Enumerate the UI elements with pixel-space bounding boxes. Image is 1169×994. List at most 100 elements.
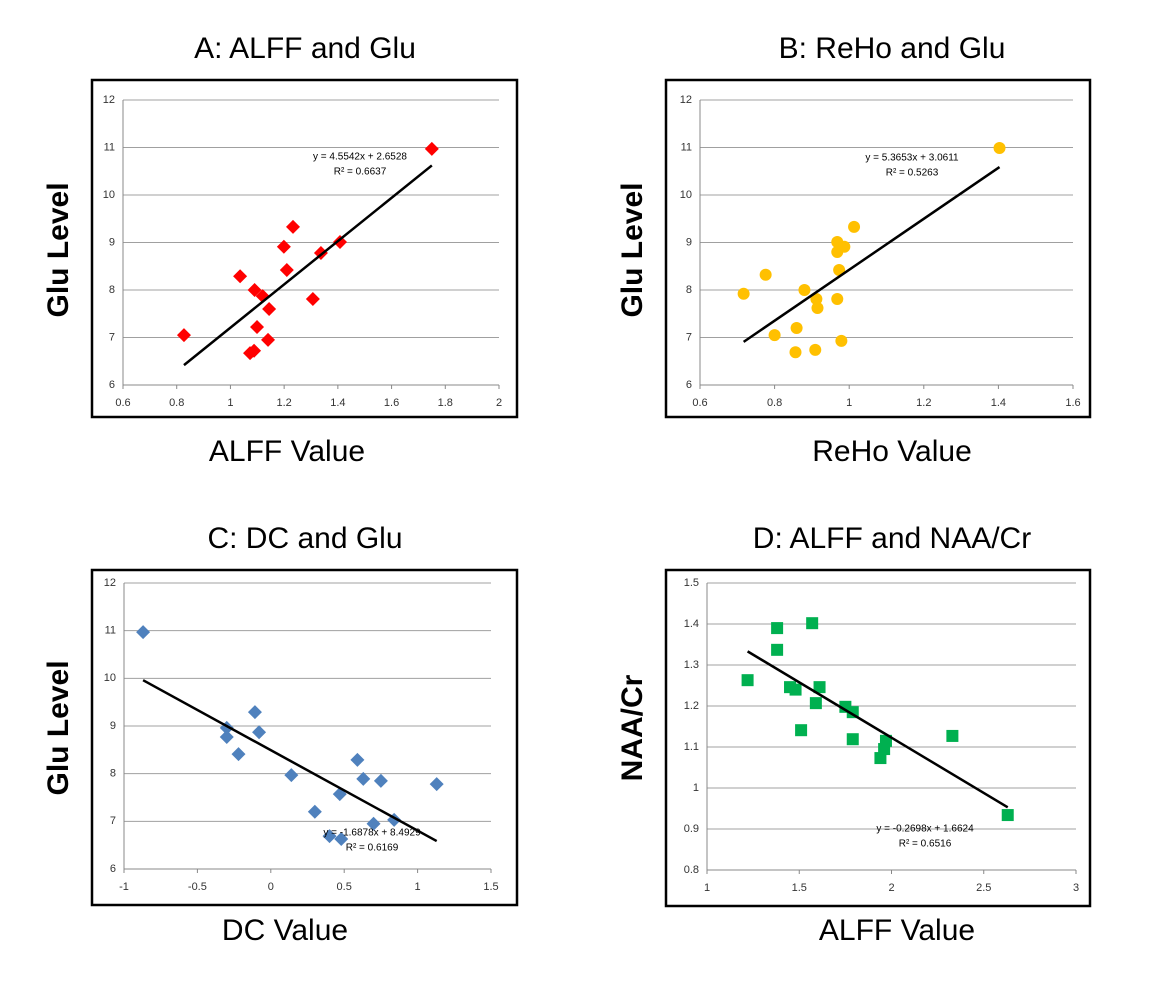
panel: D: ALFF and NAA/Cr NAA/Cr ALFF Value 0.8 0.9…: [616, 522, 1092, 947]
x-tick-label: 1.2: [276, 397, 291, 409]
y-tick-label: 10: [103, 189, 115, 201]
point: [789, 346, 802, 359]
x-tick-label: 0.6: [115, 397, 130, 409]
x-tick-label: 2.5: [976, 882, 991, 894]
point: [848, 220, 861, 233]
x-tick-label: 1: [227, 397, 233, 409]
x-tick-label: 1.5: [483, 881, 498, 893]
y-axis-label: Glu Level: [616, 182, 649, 317]
point: [878, 743, 891, 756]
trendline-r-squared: R² = 0.5263: [886, 168, 939, 179]
trendline: [746, 650, 1009, 809]
y-tick-label: 1.1: [684, 741, 699, 753]
trendline-equation: y = -0.2698x + 1.6624: [876, 824, 974, 835]
y-tick-label: 12: [104, 577, 116, 589]
point: [831, 293, 844, 306]
point: [247, 705, 262, 720]
trendline-r-squared: R² = 0.6637: [334, 167, 387, 178]
point: [874, 752, 887, 765]
point: [276, 239, 291, 254]
point: [307, 804, 322, 819]
x-axis-label: ReHo Value: [812, 435, 972, 468]
point: [356, 771, 371, 786]
x-tick-label: 0.8: [767, 397, 782, 409]
point: [737, 287, 750, 300]
point: [1001, 809, 1014, 822]
y-tick-label: 7: [686, 331, 692, 343]
x-tick-label: -0.5: [188, 881, 207, 893]
x-tick-label: 0: [268, 881, 274, 893]
y-tick-label: 11: [105, 625, 116, 637]
panel: B: ReHo and Glu Glu Level ReHo Value 6 7 8 9 10…: [616, 32, 1092, 468]
point: [305, 292, 320, 307]
point: [798, 284, 811, 296]
trendline-r-squared: R² = 0.6169: [346, 843, 399, 854]
x-tick-label: 0.5: [337, 881, 352, 893]
x-axis-label: ALFF Value: [209, 435, 365, 468]
y-tick-label: 6: [686, 379, 692, 391]
point: [813, 681, 826, 694]
y-tick-label: 6: [109, 379, 115, 391]
point: [833, 264, 846, 277]
point: [795, 724, 808, 737]
y-axis-label: Glu Level: [42, 660, 75, 795]
point: [219, 729, 234, 744]
x-tick-label: 2: [888, 882, 894, 894]
point: [373, 773, 388, 788]
y-tick-label: 8: [109, 284, 115, 296]
x-tick-label: 0.6: [692, 397, 707, 409]
y-tick-label: 11: [681, 141, 692, 153]
point: [806, 617, 819, 630]
plot-frame: [664, 78, 1092, 419]
point: [252, 725, 267, 740]
point: [946, 729, 959, 742]
point: [809, 697, 822, 710]
trendline: [183, 164, 433, 367]
point: [790, 322, 803, 334]
y-tick-label: 12: [103, 94, 115, 106]
plot-frame: [90, 78, 519, 419]
x-tick-label: 1.8: [438, 397, 453, 409]
plot-frame: [664, 568, 1092, 908]
point: [284, 768, 299, 783]
trendline-equation: y = 4.5542x + 2.6528: [313, 152, 407, 163]
y-axis-label: Glu Level: [42, 182, 75, 317]
point: [231, 747, 246, 762]
y-tick-label: 9: [109, 236, 115, 248]
point: [810, 293, 823, 306]
y-tick-label: 10: [680, 189, 692, 201]
y-tick-label: 1.5: [684, 577, 699, 589]
x-tick-label: 1.6: [1065, 397, 1080, 409]
point: [424, 141, 439, 156]
point: [789, 683, 802, 696]
y-tick-label: 0.9: [684, 823, 699, 835]
x-tick-label: 1: [415, 881, 421, 893]
point: [334, 831, 349, 846]
y-tick-label: 6: [110, 863, 116, 875]
y-tick-label: 8: [110, 768, 116, 780]
point: [811, 302, 824, 315]
y-tick-label: 7: [110, 815, 116, 827]
trendline-equation: y = -1.6878x + 8.4929: [323, 828, 421, 839]
chart-title: B: ReHo and Glu: [779, 32, 1006, 65]
x-tick-label: 3: [1073, 882, 1079, 894]
point: [771, 622, 784, 635]
y-tick-label: 7: [109, 331, 115, 343]
point: [759, 268, 772, 281]
y-tick-label: 9: [686, 236, 692, 248]
y-tick-label: 12: [680, 94, 692, 106]
plot-frame: [90, 568, 519, 907]
y-tick-label: 0.8: [684, 864, 699, 876]
x-axis-label: DC Value: [222, 914, 348, 947]
point: [250, 320, 265, 335]
y-tick-label: 8: [686, 284, 692, 296]
point: [429, 777, 444, 792]
y-tick-label: 11: [104, 141, 115, 153]
x-tick-label: 1.5: [792, 882, 807, 894]
point: [993, 141, 1006, 154]
y-tick-label: 1.2: [684, 700, 699, 712]
point: [809, 343, 822, 356]
point: [771, 643, 784, 656]
